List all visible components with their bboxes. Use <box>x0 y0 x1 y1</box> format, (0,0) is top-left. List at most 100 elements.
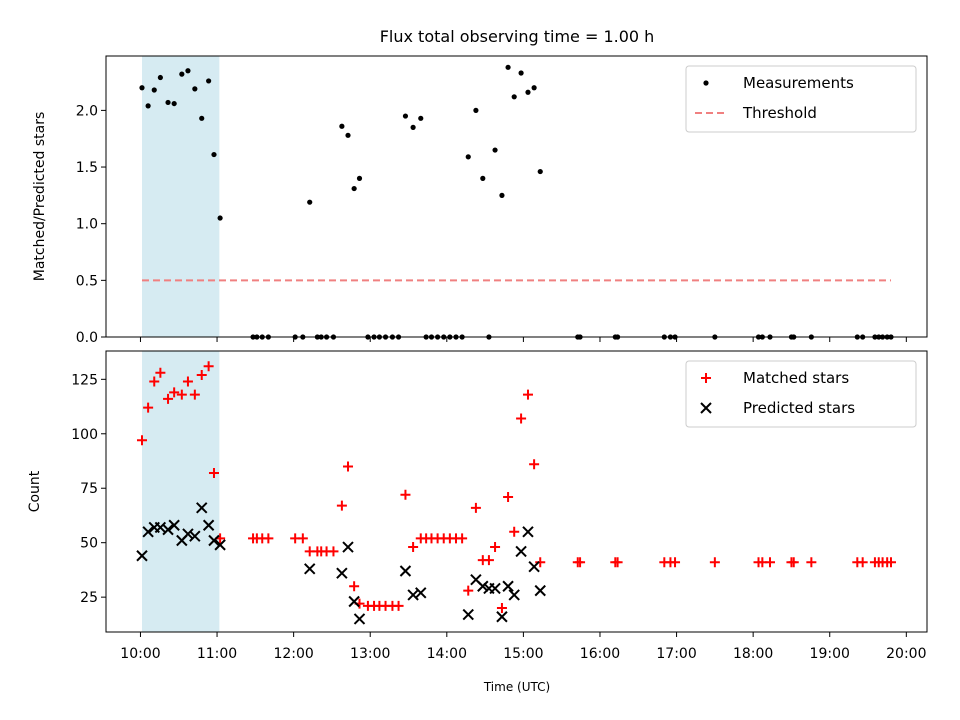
y-tick-label: 125 <box>71 372 98 388</box>
measurement-point <box>179 71 185 77</box>
matched-star-point <box>509 526 520 537</box>
matched-star-point <box>612 557 623 568</box>
predicted-star-point <box>196 502 208 514</box>
matched-star-point <box>203 361 214 372</box>
predicted-star-point <box>162 523 174 536</box>
legend-label: Matched stars <box>743 369 849 387</box>
matched-star-point <box>496 603 507 614</box>
highlight-span <box>141 56 220 337</box>
predicted-star-point <box>508 589 520 601</box>
matched-star-point <box>328 546 339 557</box>
measurement-point <box>351 185 357 192</box>
measurement-point <box>192 86 198 92</box>
measurement-point <box>537 168 543 175</box>
y-tick-label: 1.5 <box>76 160 98 176</box>
matched-star-point <box>169 387 180 398</box>
matched-star-point <box>709 557 720 568</box>
legend-predicted-marker <box>700 402 712 414</box>
measurement-point <box>199 115 205 121</box>
measurement-point <box>410 124 416 130</box>
matched-star-point <box>400 489 411 500</box>
matched-star-point <box>457 533 468 544</box>
measurement-point <box>345 132 351 138</box>
predicted-star-point <box>202 519 215 531</box>
x-tick-label: 18:00 <box>733 646 773 662</box>
legend-label: Predicted stars <box>743 399 855 417</box>
y-tick-label: 1.0 <box>76 217 98 233</box>
y-tick-label: 100 <box>71 427 98 443</box>
predicted-star-point <box>399 565 412 577</box>
legend-measurement-marker <box>703 80 709 86</box>
y-tick-label: 50 <box>80 536 98 552</box>
matched-star-point <box>764 557 775 568</box>
measurement-point <box>499 192 505 198</box>
measurement-point <box>505 64 511 70</box>
matched-star-point <box>408 542 419 553</box>
measurement-point <box>151 87 157 93</box>
matched-star-point <box>182 376 193 387</box>
matched-star-point <box>196 369 207 380</box>
matched-star-point <box>788 557 799 568</box>
axes-frame <box>105 350 928 633</box>
legend-label: Measurements <box>743 74 854 92</box>
x-tick-label: 15:00 <box>503 646 543 662</box>
matched-star-point <box>176 389 187 400</box>
measurement-point <box>402 113 409 119</box>
y-axis-label: Count <box>27 470 43 512</box>
x-tick-label: 11:00 <box>197 646 237 662</box>
x-tick-label: 19:00 <box>810 646 850 662</box>
measurement-point <box>480 175 486 181</box>
x-axis-label: Time (UTC) <box>483 680 550 694</box>
predicted-star-point <box>208 534 220 547</box>
measurement-point <box>339 123 345 129</box>
matched-star-point <box>189 389 200 400</box>
x-tick-label: 16:00 <box>580 646 620 662</box>
predicted-star-point <box>336 567 348 579</box>
y-axis-label: Matched/Predicted stars <box>32 112 48 282</box>
measurement-point <box>465 154 471 160</box>
y-tick-label: 25 <box>80 590 98 606</box>
measurement-point <box>531 85 537 91</box>
measurement-point <box>473 107 479 113</box>
matched-star-point <box>297 533 308 544</box>
predicted-star-point <box>168 519 180 531</box>
predicted-star-point <box>489 582 501 595</box>
predicted-star-point <box>528 560 540 573</box>
matched-star-point <box>470 502 481 513</box>
count-panel: 25 50 75 100 125 10:00 11:00 12:00 13:00 14:00 15:… <box>27 350 928 662</box>
measurement-point <box>492 147 498 153</box>
ratio-panel: 0.0 0.5 1.0 1.5 2.0 Matched/Predicted stars Me… <box>32 55 928 346</box>
matched-star-point <box>463 585 474 596</box>
legend: Matched stars Predicted stars <box>685 360 917 428</box>
matched-star-point <box>393 600 404 611</box>
predicted-star-point <box>189 530 201 542</box>
x-tick-label: 17:00 <box>656 646 696 662</box>
measurement-point <box>518 70 524 76</box>
measurement-point <box>139 85 145 91</box>
matched-star-point <box>886 557 897 568</box>
predicted-star-point <box>214 539 226 551</box>
predicted-star-point <box>353 613 366 625</box>
predicted-star-point <box>502 580 514 592</box>
predicted-star-point <box>142 526 154 538</box>
predicted-star-point <box>136 550 148 562</box>
matched-star-point <box>522 389 533 400</box>
measurement-point <box>185 68 191 74</box>
matched-star-point <box>263 533 274 544</box>
matched-star-point <box>575 557 586 568</box>
matched-star-point <box>535 557 546 568</box>
measurement-point <box>217 215 223 221</box>
matched-star-point <box>529 459 540 470</box>
predicted-star-point <box>415 587 427 599</box>
chart-title: Flux total observing time = 1.00 h <box>380 27 655 46</box>
matched-star-point <box>349 581 360 592</box>
measurement-point <box>157 74 163 81</box>
matched-star-point <box>516 413 527 424</box>
predicted-star-point <box>477 580 489 592</box>
matched-star-point <box>483 555 494 566</box>
predicted-star-point <box>496 611 508 623</box>
axes-frame <box>105 55 928 338</box>
x-tick-label: 10:00 <box>120 646 160 662</box>
matched-star-point <box>143 402 154 413</box>
legend-box <box>685 360 917 428</box>
